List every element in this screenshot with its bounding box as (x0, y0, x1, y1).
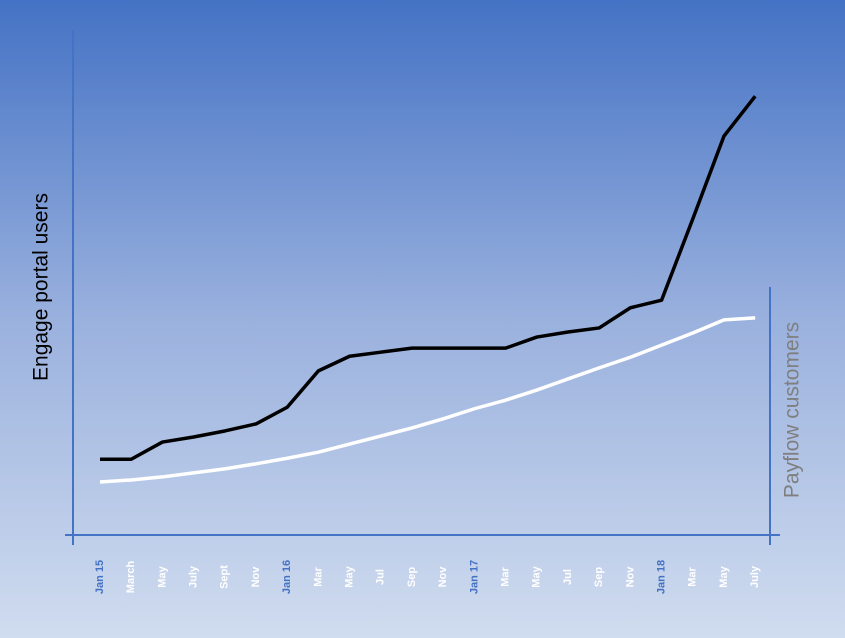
x-tick-label: March (125, 561, 137, 594)
x-tick-label: July (749, 565, 761, 588)
line-series (99, 316, 756, 484)
x-tick-label: Sep (406, 567, 418, 587)
x-tick-label: Mar (312, 567, 324, 587)
x-tick-label: May (718, 565, 730, 587)
y-axis-title: Engage portal users (30, 193, 53, 381)
y2-axis-title: Payflow customers (781, 322, 804, 498)
line-series (100, 95, 757, 461)
x-tick-label: May (156, 565, 168, 587)
x-tick-label: Nov (624, 566, 636, 588)
x-tick-label: May (344, 565, 356, 587)
x-tick-label: Mar (500, 567, 512, 587)
x-tick-label: Jan 15 (94, 560, 106, 594)
x-tick-label: Jan 16 (281, 560, 293, 594)
x-tick-label: Jan 17 (468, 560, 480, 594)
x-tick-label: Mar (687, 567, 699, 587)
x-tick-label: Sept (219, 565, 231, 589)
x-tick-label: Nov (437, 566, 449, 588)
x-tick-label: May (531, 565, 543, 587)
x-tick-label: Jan 18 (656, 560, 668, 594)
x-tick-label: Sep (593, 567, 605, 587)
x-tick-label: July (188, 565, 200, 588)
x-tick-label: Jul (375, 569, 387, 585)
x-tick-label: Nov (250, 566, 262, 588)
x-tick-label: Jul (562, 569, 574, 585)
